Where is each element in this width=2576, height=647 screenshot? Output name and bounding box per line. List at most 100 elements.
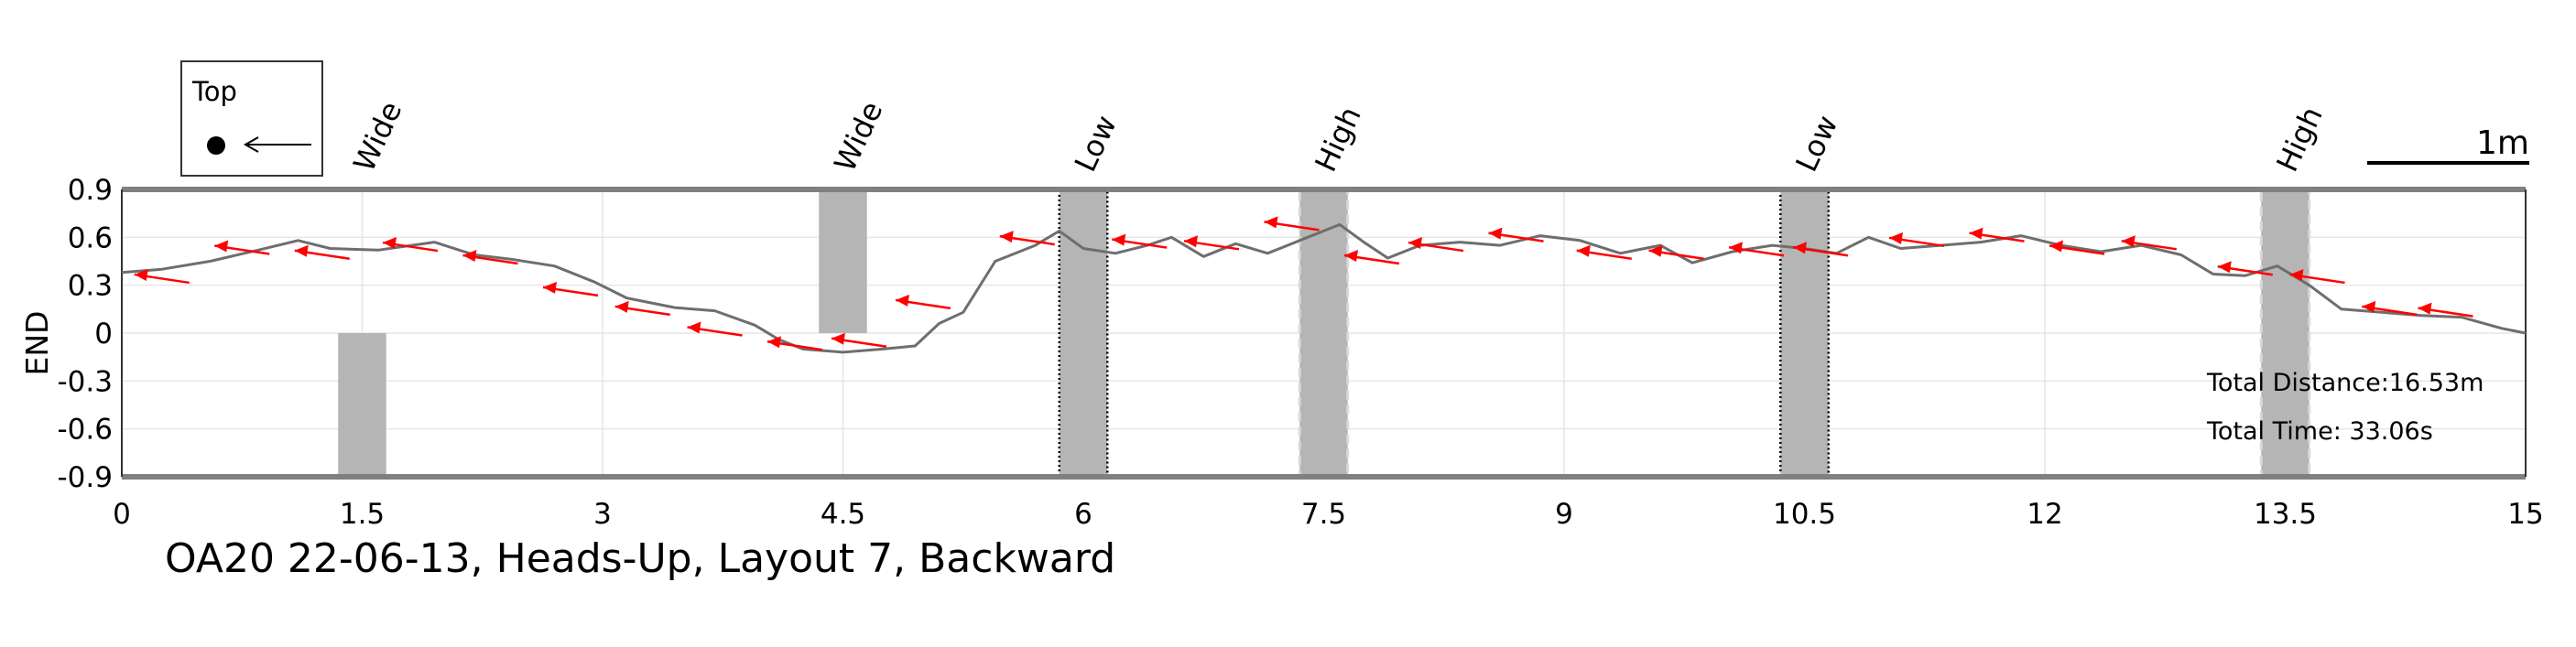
heading-arrow: [1488, 227, 1544, 243]
plot-frame: [121, 187, 2527, 480]
heading-arrow: [462, 250, 518, 265]
heading-arrow-head: [134, 268, 148, 281]
x-tick-label: 9: [1555, 498, 1573, 531]
scale-bar-label: 1m: [2476, 124, 2529, 162]
heading-arrow-head: [2121, 235, 2136, 248]
x-tick-label: 3: [593, 498, 612, 531]
heading-arrow: [1728, 242, 1785, 257]
obstacle-bar: [1298, 188, 1350, 479]
heading-arrow-head: [1184, 235, 1198, 248]
legend-arrowhead-icon: [243, 136, 259, 153]
x-tick-label: 7.5: [1301, 498, 1346, 531]
heading-arrow-head: [614, 300, 629, 313]
heading-arrow-head: [1576, 244, 1591, 257]
heading-arrow: [1408, 237, 1464, 253]
x-tick-label: 12: [2027, 498, 2062, 531]
heading-arrow: [2121, 235, 2177, 251]
heading-arrow-head: [767, 336, 781, 349]
heading-arrow-head: [1793, 242, 1807, 254]
scale-bar: 1m: [2367, 124, 2529, 165]
obstacle-label: Wide: [346, 96, 408, 177]
obstacle-label: High: [2269, 102, 2330, 178]
heading-arrow: [1969, 227, 2025, 243]
heading-arrow-head: [2362, 300, 2376, 313]
y-tick-label: -0.9: [58, 461, 114, 494]
obstacles: Wide Wide Low High Low High: [338, 96, 2330, 479]
y-axis-label: END: [19, 311, 55, 376]
heading-arrow: [999, 231, 1055, 246]
obstacle-bar: [1779, 188, 1830, 479]
heading-arrow-head: [543, 281, 557, 294]
chart-title: OA20 22-06-13, Heads-Up, Layout 7, Backw…: [165, 535, 1115, 582]
heading-arrow-head: [294, 244, 309, 257]
series: [121, 222, 2527, 354]
trajectory-line: [121, 222, 2527, 354]
heading-arrow-head: [1969, 227, 1984, 240]
heading-arrow-head: [1889, 232, 1903, 244]
x-tick-label: 6: [1074, 498, 1092, 531]
tick-labels: 0 1.5 3 4.5 6 7.5 9 10.5 12 13.5 15 0.9 0.6 0.3 0 -0.3 -…: [58, 174, 2544, 531]
total-time-annotation: Total Time: 33.06s: [2206, 417, 2433, 446]
heading-arrow: [895, 294, 951, 310]
heading-arrow: [614, 300, 670, 317]
obstacle-label: Low: [1068, 110, 1124, 177]
heading-arrow-head: [1344, 250, 1358, 263]
heading-arrow-head: [831, 332, 845, 345]
y-tick-label: -0.3: [58, 365, 114, 398]
heading-arrow: [214, 240, 270, 255]
heading-arrow-head: [1112, 233, 1126, 246]
legend-box: [180, 60, 323, 177]
heading-arrow: [1264, 216, 1320, 232]
heading-arrow: [294, 244, 350, 261]
y-tick-label: 0.6: [68, 221, 113, 254]
heading-arrow-head: [383, 237, 397, 250]
heading-arrow: [542, 281, 599, 297]
heading-arrow: [2289, 268, 2345, 285]
heading-arrow-head: [2418, 302, 2432, 315]
y-tick-label: 0.3: [68, 270, 113, 303]
heading-arrow: [1792, 242, 1849, 257]
legend-dot-icon: [207, 136, 225, 155]
heading-arrow: [766, 336, 823, 351]
heading-arrow-head: [214, 240, 229, 253]
heading-arrow: [2049, 240, 2105, 255]
y-tick-label: -0.6: [58, 414, 114, 447]
obstacle-bar: [1058, 188, 1109, 479]
obstacle-label: Low: [1788, 110, 1844, 177]
x-tick-label: 1.5: [340, 498, 385, 531]
heading-arrow-head: [999, 231, 1014, 243]
x-tick-label: 4.5: [821, 498, 865, 531]
x-tick-label: 0: [113, 498, 131, 531]
obstacle-label: Wide: [827, 96, 889, 177]
obstacle-bar: [819, 189, 867, 333]
heading-arrow-head: [2217, 261, 2232, 274]
heading-arrow-head: [1488, 227, 1503, 240]
heading-arrow: [1648, 244, 1704, 261]
heading-arrow-head: [1648, 244, 1663, 257]
heading-arrow: [2362, 300, 2418, 317]
y-tick-label: 0.9: [68, 174, 113, 207]
heading-arrow-head: [687, 321, 701, 334]
heading-arrow: [382, 237, 439, 253]
legend: Top: [180, 60, 323, 177]
x-tick-label: 15: [2507, 498, 2543, 531]
obstacle-bar: [338, 333, 386, 477]
heading-arrow: [1183, 235, 1240, 251]
heading-arrow-head: [2289, 268, 2304, 281]
heading-arrow-head: [896, 294, 909, 307]
legend-title: Top: [191, 76, 237, 107]
heading-arrows: [134, 216, 2473, 351]
heading-arrow: [1343, 250, 1400, 265]
heading-arrow: [1112, 233, 1168, 249]
heading-arrow: [2217, 261, 2273, 276]
y-tick-label: 0: [94, 318, 113, 350]
x-tick-label: 13.5: [2254, 498, 2317, 531]
heading-arrow: [687, 321, 743, 337]
total-distance-annotation: Total Distance:16.53m: [2206, 369, 2484, 397]
heading-arrow: [1576, 244, 1632, 261]
heading-arrow-head: [1408, 237, 1422, 250]
heading-arrow-head: [462, 250, 477, 263]
heading-arrow-head: [2049, 240, 2063, 253]
